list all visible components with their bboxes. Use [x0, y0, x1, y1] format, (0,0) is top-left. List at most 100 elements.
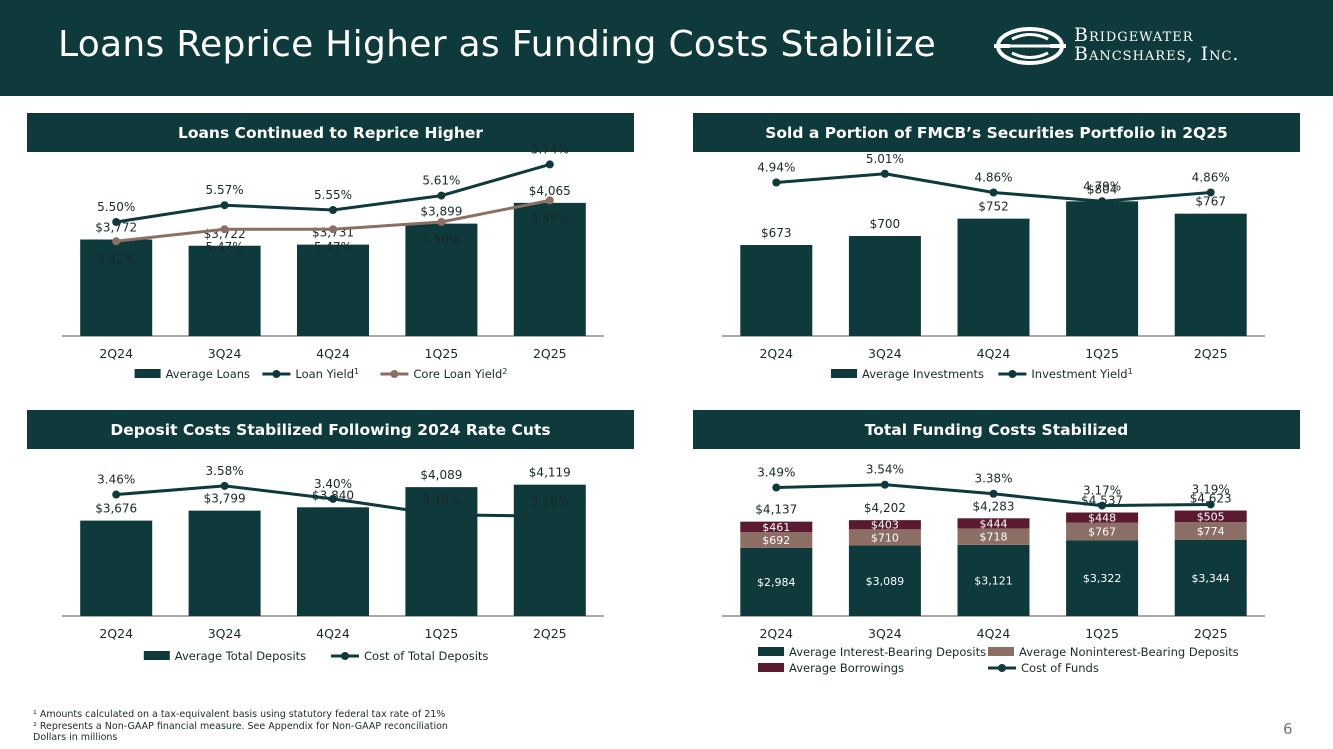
securities-line-label: 4.86%	[974, 171, 1012, 185]
loans-tick-label: 2Q24	[99, 346, 133, 361]
funding-line-label: 3.19%	[1192, 482, 1230, 496]
loans-line-point	[329, 206, 337, 214]
securities-line-point	[880, 169, 889, 178]
loans-tick-label: 4Q24	[316, 346, 350, 361]
funding-segment-label: $692	[762, 534, 790, 547]
funding-legend-label: Cost of Funds	[1021, 661, 1099, 675]
securities-line-point	[989, 188, 998, 197]
loans-line-label: 5.57%	[206, 183, 244, 197]
funding-legend-marker	[998, 664, 1006, 672]
funding-line-point	[989, 489, 998, 498]
deposits-bar	[513, 484, 586, 616]
deposits-bar	[188, 510, 261, 616]
panel-title-funding: Total Funding Costs Stabilized	[693, 410, 1300, 449]
footnotes: ¹ Amounts calculated on a tax-equivalent…	[33, 709, 448, 744]
footnote-3: Dollars in millions	[33, 732, 118, 743]
funding-stack-segment	[1066, 512, 1139, 523]
funding-segment-label: $3,344	[1191, 572, 1230, 585]
funding-segment-label: $3,322	[1083, 572, 1122, 585]
loans-legend-label: Average Loans	[166, 367, 250, 381]
deposits-legend-label: Average Total Deposits	[175, 649, 306, 663]
loans-line-point	[437, 218, 446, 226]
funding-segment-label: $505	[1197, 510, 1225, 523]
funding-segment-label: $2,984	[757, 576, 796, 589]
funding-legend-label: Average Borrowings	[789, 661, 904, 675]
securities-tick-label: 3Q24	[868, 346, 902, 361]
securities-legend-marker	[1008, 370, 1017, 378]
deposits-line-point	[545, 512, 554, 521]
securities-line-label: 4.79%	[1083, 179, 1121, 193]
funding-tick-label: 2Q25	[1194, 626, 1228, 641]
loans-line-point	[437, 191, 446, 200]
loans-line-label: 5.42%	[97, 252, 135, 266]
deposits-tick-label: 3Q24	[208, 626, 242, 641]
funding-tick-label: 2Q24	[759, 626, 793, 641]
loans-line-point	[545, 160, 554, 169]
loans-legend-superscript: 2	[502, 367, 507, 376]
deposits-bar-label: $3,799	[204, 492, 246, 506]
securities-tick-label: 4Q24	[977, 346, 1011, 361]
funding-legend-label: Average Interest-Bearing Deposits	[789, 645, 986, 659]
funding-stack-segment	[1066, 540, 1139, 616]
securities-bar-label: $752	[978, 200, 1009, 214]
deposits-line-label: 3.18%	[422, 493, 460, 507]
deposits-tick-label: 1Q25	[425, 626, 459, 641]
loans-bar-label: $4,065	[529, 184, 571, 198]
securities-tick-label: 1Q25	[1085, 346, 1119, 361]
deposits-bar	[405, 487, 478, 616]
securities-legend-label: Average Investments	[862, 367, 984, 381]
securities-line-label: 4.86%	[1192, 171, 1230, 185]
bridge-logo-icon	[994, 27, 1066, 65]
funding-line-point	[1098, 501, 1107, 510]
securities-tick-label: 2Q24	[759, 346, 793, 361]
loans-line-point	[220, 225, 229, 234]
funding-legend-swatch	[758, 647, 784, 656]
securities-line-point	[772, 178, 781, 187]
deposits-tick-label: 2Q24	[99, 626, 133, 641]
securities-line-point	[1206, 188, 1215, 197]
securities-line-label: 5.01%	[866, 152, 904, 166]
loans-legend-label: Loan Yield1	[295, 367, 359, 381]
loans-bar	[513, 202, 586, 336]
funding-line-point	[772, 483, 781, 492]
funding-segment-label: $448	[1088, 512, 1116, 525]
funding-line-label: 3.49%	[757, 466, 795, 480]
funding-segment-label: $461	[762, 521, 790, 534]
deposits-bar	[80, 520, 153, 616]
funding-line-label: 3.17%	[1083, 484, 1121, 498]
funding-line-point	[880, 480, 889, 489]
securities-tick-label: 2Q25	[1194, 346, 1228, 361]
loans-line-point	[545, 196, 554, 205]
slide-title: Loans Reprice Higher as Funding Costs St…	[58, 24, 937, 65]
funding-line-point	[1206, 500, 1215, 509]
loans-line-label: 5.74%	[531, 142, 569, 156]
funding-stack-segment	[740, 532, 813, 548]
funding-segment-label: $444	[980, 517, 1008, 530]
loans-bar-label: $3,899	[420, 205, 462, 219]
funding-total-label: $4,137	[755, 503, 797, 517]
securities-bar	[848, 236, 921, 336]
loans-legend-swatch	[134, 369, 161, 378]
logo-wordmark: Bridgewater Bancshares, Inc.	[1074, 26, 1239, 64]
deposits-legend-label: Cost of Total Deposits	[364, 649, 488, 663]
funding-stack-segment	[740, 521, 813, 533]
funding-total-label: $4,623	[1190, 492, 1232, 506]
page-number: 6	[1283, 720, 1293, 738]
loans-line-point	[329, 225, 337, 234]
loans-bar	[188, 245, 261, 336]
funding-stack-segment	[957, 544, 1030, 616]
funding-tick-label: 4Q24	[977, 626, 1011, 641]
loans-bar	[80, 239, 153, 336]
loans-tick-label: 2Q25	[533, 346, 567, 361]
securities-bar-label: $767	[1195, 195, 1226, 209]
funding-tick-label: 3Q24	[868, 626, 902, 641]
funding-line-label: 3.38%	[974, 472, 1012, 486]
securities-line-label: 4.94%	[757, 161, 795, 175]
funding-stack-segment	[848, 529, 921, 546]
deposits-bar-label: $4,119	[529, 466, 571, 480]
funding-stack-segment	[1174, 510, 1247, 523]
funding-stack-segment	[848, 520, 921, 530]
securities-bar	[1066, 201, 1139, 336]
funding-legend-swatch	[758, 663, 784, 672]
loans-line-point	[112, 218, 121, 226]
